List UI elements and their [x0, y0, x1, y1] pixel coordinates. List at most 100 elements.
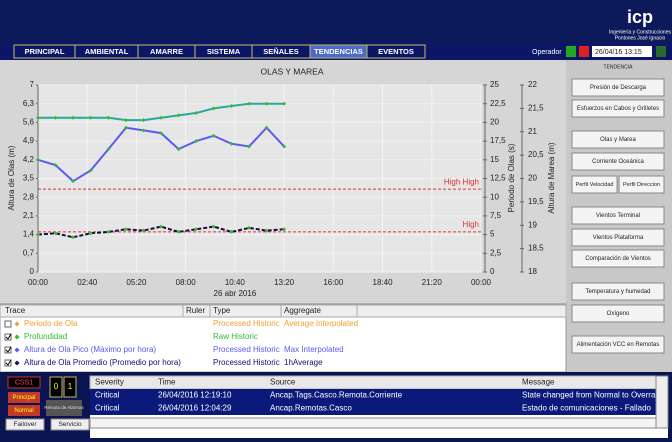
x-tick-label: 13:20 [274, 278, 295, 287]
panel-button-label[interactable]: Failover [13, 421, 37, 428]
sidebar-button[interactable] [571, 99, 665, 118]
trace-aggregate: 1hAverage [284, 358, 323, 367]
y-tick-label: 21,5 [528, 103, 544, 112]
sidebar-button[interactable] [571, 130, 665, 149]
trace-aggregate: Average Interpolated [284, 319, 358, 328]
axis-title: Periodo de Olas (s) [507, 143, 516, 212]
alarm-cell: Estado de comunicaciones - Fallado [522, 404, 652, 413]
nav-tab-label[interactable]: AMBIENTAL [85, 47, 129, 56]
point [247, 101, 252, 106]
axis-title: Altura de Olas (m) [7, 145, 16, 210]
header-bar [0, 0, 672, 43]
state-box [8, 405, 40, 416]
nav-tab-label[interactable]: TENDENCIAS [314, 47, 363, 56]
nav-tab-label[interactable]: EVENTOS [378, 47, 414, 56]
sidebar-button-label[interactable]: Esfuerzos en Cabos y Grilletes [577, 106, 659, 112]
point [247, 225, 252, 230]
sidebar-button[interactable] [571, 152, 665, 171]
y-tick-label: 7 [30, 80, 35, 89]
checkbox[interactable] [4, 320, 12, 328]
sidebar-button[interactable] [571, 335, 665, 354]
sidebar-button-label[interactable]: Corriente Oceánica [592, 159, 644, 165]
sidebar-button[interactable] [571, 175, 618, 194]
checkbox[interactable] [4, 346, 12, 354]
nav-tab[interactable] [366, 44, 426, 59]
sidebar-button[interactable] [571, 304, 665, 323]
panel-button-label[interactable]: Servicio [58, 421, 82, 428]
nav-tab-label[interactable]: AMARRE [150, 47, 183, 56]
trace-header-label: Aggregate [284, 306, 321, 315]
y-tick-label: 19 [528, 220, 537, 229]
x-tick-label: 16:00 [323, 278, 344, 287]
tagline: Pontones José Ignacio [615, 35, 666, 41]
panel-button[interactable] [50, 418, 90, 431]
point [194, 227, 199, 232]
point [211, 224, 216, 229]
point [141, 228, 146, 233]
sidebar-button-label[interactable]: Vientos Plataforma [593, 235, 644, 241]
point [247, 144, 252, 149]
nav-tab-label[interactable]: SEÑALES [263, 47, 298, 56]
point [71, 235, 76, 240]
trace-header [0, 304, 567, 318]
sidebar-button[interactable] [571, 282, 665, 301]
trace-type: Processed Historic [213, 358, 280, 367]
sidebar-button-label[interactable]: Perfil Direccion [623, 182, 660, 188]
icon-login[interactable] [566, 46, 576, 57]
alarm-header-label: Severity [95, 378, 124, 387]
sidebar-button-label[interactable]: Olas y Marea [600, 137, 636, 143]
trace-header-label: Trace [5, 306, 26, 315]
point [176, 229, 181, 234]
sidebar-button-label[interactable]: Vientos Terminal [596, 213, 640, 219]
x-tick-label: 00:00 [471, 278, 492, 287]
point [264, 228, 269, 233]
alarm-row[interactable] [90, 389, 656, 402]
sidebar-button-label[interactable]: Oxígeno [607, 311, 630, 317]
sidebar-button[interactable] [618, 175, 665, 194]
trace-swatch [14, 321, 20, 327]
sidebar-button[interactable] [571, 78, 665, 97]
y-tick-label: 21 [528, 127, 537, 136]
alarm-cell: Critical [95, 404, 120, 413]
y-tick-label: 17,5 [490, 136, 506, 145]
y-tick-label: 2,5 [490, 248, 502, 257]
nav-tab-label[interactable]: SISTEMA [207, 47, 241, 56]
y-tick-label: 15 [490, 155, 499, 164]
sidebar-button-label[interactable]: Perfil Velocidad [576, 182, 614, 188]
alarm-cell: Ancap.Tags.Casco.Remota.Corriente [270, 391, 403, 400]
sidebar-button[interactable] [571, 206, 665, 225]
x-tick-label: 10:40 [225, 278, 246, 287]
h-scrollbar[interactable] [89, 417, 657, 429]
y-tick-label: 22 [528, 80, 537, 89]
trace-type: Raw Historic [213, 332, 258, 341]
y-tick-label: 25 [490, 80, 499, 89]
alarm-header-label: Time [158, 378, 176, 387]
panel-button[interactable] [5, 418, 45, 431]
nav-tab-label[interactable]: PRINCIPAL [25, 47, 65, 56]
sidebar-button[interactable] [571, 228, 665, 247]
sidebar-button-label[interactable]: Comparación de Vientos [585, 256, 651, 262]
tagline: Ingeniería y Construcciones [609, 29, 671, 35]
y-tick-label: 10 [490, 192, 499, 201]
point [71, 115, 76, 120]
sidebar-button-label[interactable]: Temperatura y humedad [585, 289, 650, 295]
alarm-row[interactable] [90, 402, 656, 415]
sidebar-button-label[interactable]: Presión de Descarga [590, 85, 647, 91]
station-box [7, 376, 41, 389]
x-tick-label: 00:00 [28, 278, 49, 287]
sidebar-button-label[interactable]: Alimentación VCC en Remotas [577, 342, 660, 348]
y-tick-label: 3,5 [23, 174, 35, 183]
icon-logout[interactable] [579, 46, 589, 57]
checkmark [5, 346, 12, 353]
checkbox[interactable] [4, 333, 12, 341]
axis-title: Altura de Marea (m) [547, 142, 556, 213]
scrollbar[interactable] [655, 375, 669, 429]
point [229, 229, 234, 234]
note: Remota de Alarmas [44, 405, 84, 410]
checkbox[interactable] [4, 359, 12, 367]
sidebar-button[interactable] [571, 249, 665, 268]
point [53, 231, 58, 236]
alarm-cell: 26/04/2016 12:19:10 [158, 391, 232, 400]
point [176, 147, 181, 152]
trace-name: Altura de Ola Promedio (Promedio por hor… [24, 358, 181, 367]
